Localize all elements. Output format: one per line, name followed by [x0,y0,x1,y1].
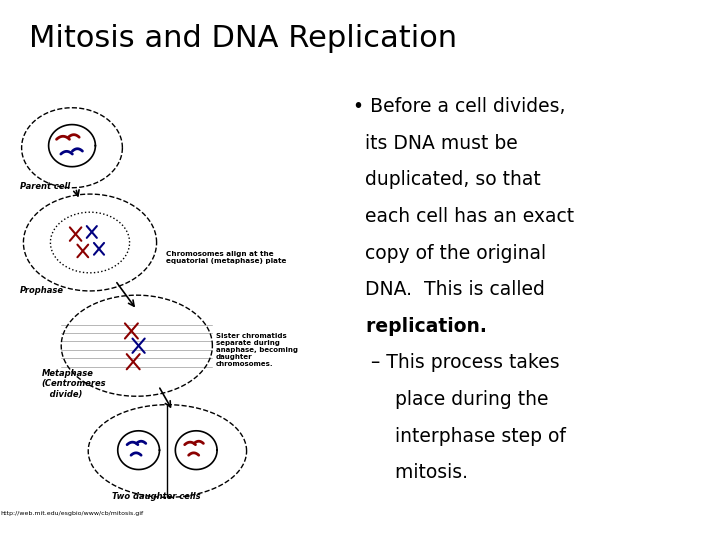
Text: mitosis.: mitosis. [353,463,468,482]
Text: – This process takes: – This process takes [353,354,559,373]
Text: DNA.  This is called: DNA. This is called [353,280,544,299]
Text: Parent cell: Parent cell [20,182,70,191]
Text: Two daughter cells: Two daughter cells [112,492,200,502]
Text: copy of the original: copy of the original [353,244,546,262]
Text: replication.: replication. [353,317,487,336]
Text: • Before a cell divides,: • Before a cell divides, [353,97,565,116]
Text: Metaphase
(Centromeres
   divide): Metaphase (Centromeres divide) [42,369,106,399]
Text: Prophase: Prophase [20,286,64,295]
Text: place during the: place during the [353,390,549,409]
Text: its DNA must be: its DNA must be [353,133,518,153]
Text: duplicated, so that: duplicated, so that [353,170,541,189]
Text: interphase step of: interphase step of [353,427,566,446]
Text: each cell has an exact: each cell has an exact [353,207,574,226]
Text: http://web.mit.edu/esgbio/www/cb/mitosis.gif: http://web.mit.edu/esgbio/www/cb/mitosis… [0,511,143,516]
Text: Mitosis and DNA Replication: Mitosis and DNA Replication [29,24,457,53]
Text: Sister chromatids
separate during
anaphase, becoming
daughter
chromosomes.: Sister chromatids separate during anapha… [216,333,298,367]
Text: Chromosomes align at the
equatorial (metaphase) plate: Chromosomes align at the equatorial (met… [166,251,286,264]
